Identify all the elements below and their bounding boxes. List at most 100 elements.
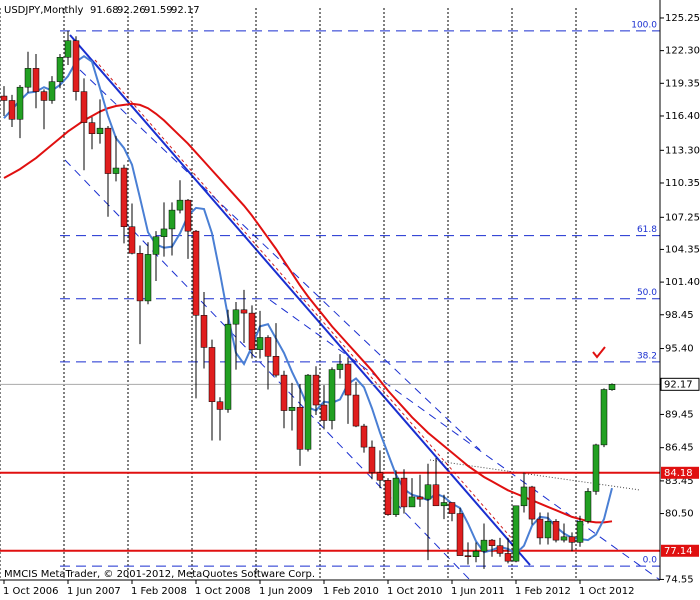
candle-body (544, 521, 552, 539)
candle-body (376, 472, 384, 481)
candle-body (0, 95, 8, 101)
candle-body (600, 389, 608, 446)
candle-body (392, 477, 400, 515)
candle-body (96, 127, 104, 134)
candle-body (272, 356, 280, 376)
candle-body (552, 521, 560, 541)
candle-body (448, 502, 456, 514)
y-tick-label: 89.45 (665, 409, 694, 420)
fib-label: 38.2 (637, 351, 657, 361)
candle-body (312, 374, 320, 406)
candle-body (8, 100, 16, 120)
candle-body (160, 228, 168, 237)
candle-body (208, 347, 216, 402)
y-tick-label: 119.35 (665, 78, 700, 89)
candle-body (520, 486, 528, 507)
price-label: 77.14 (664, 546, 693, 557)
candle-body (88, 122, 96, 134)
candle-body (344, 363, 352, 396)
candle-body (560, 536, 568, 541)
x-tick-label: 1 Feb 2008 (131, 586, 187, 597)
price-box (660, 377, 700, 391)
x-tick-label: 1 Oct 2012 (579, 586, 634, 597)
candle-body (408, 496, 416, 508)
drawings (0, 8, 661, 581)
y-tick-label: 110.35 (665, 178, 700, 189)
candle-body (152, 236, 160, 255)
candle-body (224, 323, 232, 410)
y-tick-label: 125.25 (665, 13, 700, 24)
fib-label: 0.0 (643, 556, 658, 566)
candle-body (368, 446, 376, 473)
candle-body (456, 513, 464, 556)
candle-body (16, 86, 24, 120)
candle-body (576, 521, 584, 543)
candle-body (56, 57, 64, 82)
x-tick-label: 1 Oct 2006 (3, 586, 58, 597)
candle-body (400, 477, 408, 508)
candle-body (136, 253, 144, 302)
candle-body (504, 553, 512, 562)
candle-body (192, 230, 200, 316)
x-tick-label: 1 Jun 2011 (451, 586, 505, 597)
candle-body (584, 491, 592, 522)
candle-body (256, 337, 264, 350)
candle-body (352, 394, 360, 427)
candle-body (120, 167, 128, 227)
y-tick-label: 104.35 (665, 244, 700, 255)
candle-body (496, 545, 504, 554)
candle-body (384, 480, 392, 515)
candle-body (80, 91, 88, 123)
fib-label: 61.8 (637, 225, 657, 235)
candle-body (304, 374, 312, 450)
candle-body (112, 167, 120, 174)
candle-body (424, 484, 432, 500)
candle-body (264, 337, 272, 357)
candle-body (168, 209, 176, 230)
candle-body (248, 312, 256, 350)
candle-body (288, 406, 296, 411)
candle-body (48, 81, 56, 101)
y-tick-label: 113.30 (665, 145, 700, 156)
y-tick-label: 98.45 (665, 310, 694, 321)
candle-body (608, 384, 616, 390)
candle-body (432, 484, 440, 507)
trend-line (69, 34, 531, 566)
candle-body (320, 404, 328, 421)
marker (592, 346, 606, 359)
candle-body (592, 444, 600, 492)
candle-body (464, 555, 472, 557)
candle-body (296, 406, 304, 450)
y-tick-label: 116.40 (665, 111, 700, 122)
candle-body (232, 309, 240, 325)
candle-body (104, 127, 112, 174)
candle-body (512, 505, 520, 562)
price-label: 92.17 (664, 379, 693, 390)
candle-body (280, 374, 288, 411)
candle-body (440, 502, 448, 507)
channel-line (79, 69, 481, 451)
x-tick-label: 1 Jun 2007 (67, 586, 121, 597)
candle-body (40, 91, 48, 101)
y-tick-label: 83.45 (665, 476, 694, 487)
y-tick-label: 122.30 (665, 46, 700, 57)
y-tick-label: 74.55 (665, 574, 694, 585)
candle-body (472, 550, 480, 557)
price-box (661, 466, 699, 479)
candle-body (32, 68, 40, 92)
candle-body (480, 539, 488, 552)
ohlc: 91.68 (90, 5, 119, 16)
candle-body (416, 496, 424, 500)
channel-line (269, 299, 661, 581)
y-tick-label: 86.45 (665, 443, 694, 454)
y-tick-label: 80.50 (665, 509, 694, 520)
chart-title: USDJPY,Monthly (4, 5, 84, 16)
candle-body (528, 486, 536, 520)
ohlc: 91.59 (144, 5, 173, 16)
x-tick-label: 1 Oct 2008 (195, 586, 250, 597)
price-label: 84.18 (664, 468, 693, 479)
candle-body (128, 226, 136, 254)
x-tick-label: 1 Jun 2009 (259, 586, 313, 597)
